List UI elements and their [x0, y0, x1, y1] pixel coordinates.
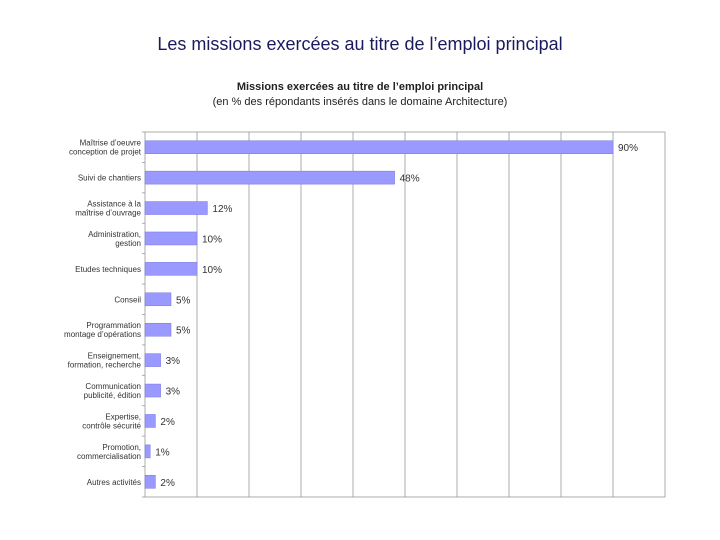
bar [144, 353, 161, 367]
bar [144, 414, 156, 428]
data-label: 48% [400, 174, 420, 185]
bar [144, 262, 198, 276]
category-label: Promotion, commercialisation [77, 443, 141, 461]
data-label: 5% [176, 326, 191, 337]
category-label: Programmation montage d’opérations [64, 321, 141, 339]
bar [144, 140, 614, 154]
bar [144, 201, 208, 215]
chart-subtitle: (en % des répondants insérés dans le dom… [212, 96, 508, 108]
data-label: 3% [166, 387, 181, 398]
data-label: 5% [176, 295, 191, 306]
data-label: 3% [166, 356, 181, 367]
bar [144, 231, 198, 246]
data-label: 90% [618, 143, 638, 154]
bar [144, 444, 151, 459]
bar [144, 292, 172, 307]
data-label: 10% [202, 265, 222, 276]
slide-title: Les missions exercées au titre de l’empl… [157, 34, 563, 54]
bar [144, 475, 156, 489]
data-label: 10% [202, 234, 222, 245]
data-label: 12% [212, 204, 232, 215]
chart-title: Missions exercées au titre de l’emploi p… [236, 81, 484, 93]
category-label: Enseignement, formation, recherche [68, 352, 142, 370]
category-label: Expertise, contrôle sécurité [82, 412, 141, 430]
data-label: 1% [155, 447, 170, 458]
data-label: 2% [160, 417, 175, 428]
category-label: Etudes techniques [75, 265, 141, 274]
bar [144, 170, 395, 185]
category-label: Maîtrise d’oeuvre conception de projet [69, 139, 142, 157]
category-label: Communication publicité, édition [84, 382, 141, 400]
category-label: Autres activités [87, 478, 141, 487]
data-label: 2% [160, 478, 175, 489]
bar [144, 322, 172, 337]
category-label: Conseil [114, 295, 141, 304]
category-label: Assistance à la maîtrise d’ouvrage [75, 200, 141, 218]
bar [144, 383, 161, 398]
category-label: Administration, gestion [88, 230, 141, 248]
category-label: Suivi de chantiers [78, 174, 141, 183]
chart-title-block: Missions exercées au titre de l’emploi p… [0, 80, 720, 110]
